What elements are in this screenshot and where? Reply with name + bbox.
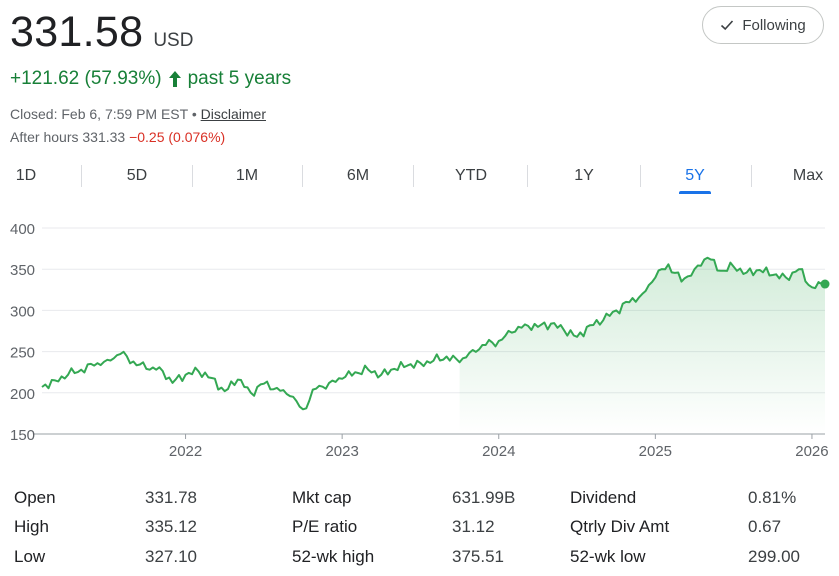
tab-6m[interactable]: 6M xyxy=(346,167,370,184)
x-tick-label: 2026 xyxy=(795,443,828,456)
stat-label-52-wk-low: 52-wk low xyxy=(570,547,646,566)
current-price-dot xyxy=(820,279,830,289)
check-icon xyxy=(721,20,734,31)
stat-label-high: High xyxy=(14,517,49,536)
x-tick-label: 2022 xyxy=(169,443,202,456)
stat-value-p-e-ratio: 31.12 xyxy=(452,517,495,536)
market-status: Closed: Feb 6, 7:59 PM EST • Disclaimer xyxy=(10,106,266,122)
stat-label-qtrly-div-amt: Qtrly Div Amt xyxy=(570,517,670,536)
stat-value-52-wk-low: 299.00 xyxy=(748,547,800,566)
stat-value-qtrly-div-amt: 0.67 xyxy=(748,517,782,536)
closed-time: Closed: Feb 6, 7:59 PM EST xyxy=(10,106,188,122)
stat-value-high: 335.12 xyxy=(145,517,197,536)
stat-label-mkt-cap: Mkt cap xyxy=(292,488,352,507)
stat-label-52-wk-high: 52-wk high xyxy=(292,547,375,566)
price-change: +121.62 (57.93%) xyxy=(10,68,162,89)
after-hours-price: After hours 331.33 xyxy=(10,129,126,145)
change-period: past 5 years xyxy=(187,68,292,89)
tab-divider xyxy=(640,165,641,187)
x-tick-label: 2023 xyxy=(325,443,358,456)
price-chart: 400 350 300 250 200 150 2022 2023 2024 2025 2026 xyxy=(10,221,830,456)
price-line xyxy=(41,256,825,411)
stat-value-52-wk-high: 375.51 xyxy=(452,547,504,566)
following-button[interactable]: Following xyxy=(702,6,824,44)
stat-label-low: Low xyxy=(14,547,46,566)
tab-max[interactable]: Max xyxy=(792,167,824,184)
stat-label-open: Open xyxy=(14,488,56,507)
current-price: 331.58 xyxy=(10,8,144,56)
tab-1m[interactable]: 1M xyxy=(235,167,259,184)
tab-1y[interactable]: 1Y xyxy=(574,167,594,184)
price-area xyxy=(459,257,825,434)
stat-label-p-e-ratio: P/E ratio xyxy=(292,517,358,536)
x-tick-label: 2025 xyxy=(639,443,672,456)
tab-divider xyxy=(192,165,193,187)
y-tick-label: 250 xyxy=(10,345,35,362)
tab-divider xyxy=(302,165,303,187)
stat-value-mkt-cap: 631.99B xyxy=(452,488,516,507)
tab-divider xyxy=(527,165,528,187)
tab-divider xyxy=(413,165,414,187)
currency-label: USD xyxy=(153,30,194,51)
stat-label-dividend: Dividend xyxy=(570,488,637,507)
after-hours-change: −0.25 (0.076%) xyxy=(129,129,226,145)
following-label: Following xyxy=(742,16,806,34)
arrow-up-icon xyxy=(168,71,181,87)
stat-value-low: 327.10 xyxy=(145,547,197,566)
tab-5y[interactable]: 5Y xyxy=(655,158,735,194)
tab-1d[interactable]: 1D xyxy=(15,167,37,184)
stat-value-dividend: 0.81% xyxy=(748,488,797,507)
separator-dot: • xyxy=(191,106,197,122)
tab-5d[interactable]: 5D xyxy=(126,167,148,184)
tab-divider xyxy=(751,165,752,187)
stat-value-open: 331.78 xyxy=(145,488,197,507)
y-tick-label: 200 xyxy=(10,386,35,403)
after-hours-row: After hours 331.33 −0.25 (0.076%) xyxy=(10,129,225,145)
y-tick-label: 300 xyxy=(10,303,35,320)
change-row: +121.62 (57.93%) past 5 years xyxy=(10,68,291,90)
y-tick-label: 150 xyxy=(10,427,35,444)
disclaimer-link[interactable]: Disclaimer xyxy=(200,106,266,122)
x-tick-label: 2024 xyxy=(482,443,515,456)
price-row: 331.58 USD xyxy=(10,8,193,57)
y-tick-label: 350 xyxy=(10,262,35,279)
tab-divider xyxy=(81,165,82,187)
y-tick-label: 400 xyxy=(10,221,35,238)
range-tabs: 1D 5D 1M 6M YTD 1Y 5Y Max xyxy=(0,158,839,194)
tab-ytd[interactable]: YTD xyxy=(455,167,487,184)
